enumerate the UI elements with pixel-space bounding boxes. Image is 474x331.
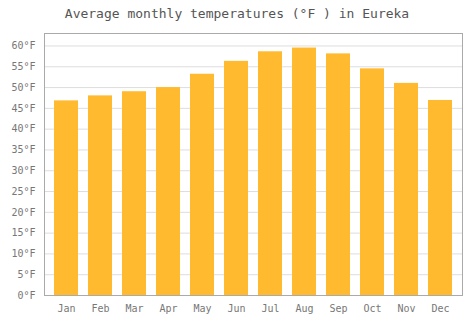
svg-text:45°F: 45°F xyxy=(11,103,35,114)
svg-text:Jan: Jan xyxy=(57,303,75,314)
svg-text:35°F: 35°F xyxy=(11,144,35,155)
svg-text:Sep: Sep xyxy=(329,303,347,314)
svg-text:Oct: Oct xyxy=(363,303,381,314)
svg-text:May: May xyxy=(193,303,211,314)
svg-text:Jul: Jul xyxy=(261,303,279,314)
svg-text:Jun: Jun xyxy=(227,303,245,314)
svg-text:Nov: Nov xyxy=(397,303,415,314)
svg-text:10°F: 10°F xyxy=(11,248,35,259)
html-text:Average monthly temperatures (: Average monthly temperatures (°F ) in Eu… xyxy=(64,6,410,21)
svg-text:Mar: Mar xyxy=(125,303,143,314)
svg-text:20°F: 20°F xyxy=(11,207,35,218)
svg-text:Aug: Aug xyxy=(295,303,313,314)
svg-text:60°F: 60°F xyxy=(11,40,35,51)
svg-text:Feb: Feb xyxy=(91,303,109,314)
svg-text:15°F: 15°F xyxy=(11,227,35,238)
svg-text:40°F: 40°F xyxy=(11,123,35,134)
svg-text:0°F: 0°F xyxy=(17,290,35,301)
svg-text:Dec: Dec xyxy=(431,303,449,314)
svg-text:5°F: 5°F xyxy=(17,269,35,280)
svg-text:30°F: 30°F xyxy=(11,165,35,176)
svg-text:Apr: Apr xyxy=(159,303,177,314)
svg-text:55°F: 55°F xyxy=(11,61,35,72)
svg-text:25°F: 25°F xyxy=(11,186,35,197)
svg-text:50°F: 50°F xyxy=(11,82,35,93)
